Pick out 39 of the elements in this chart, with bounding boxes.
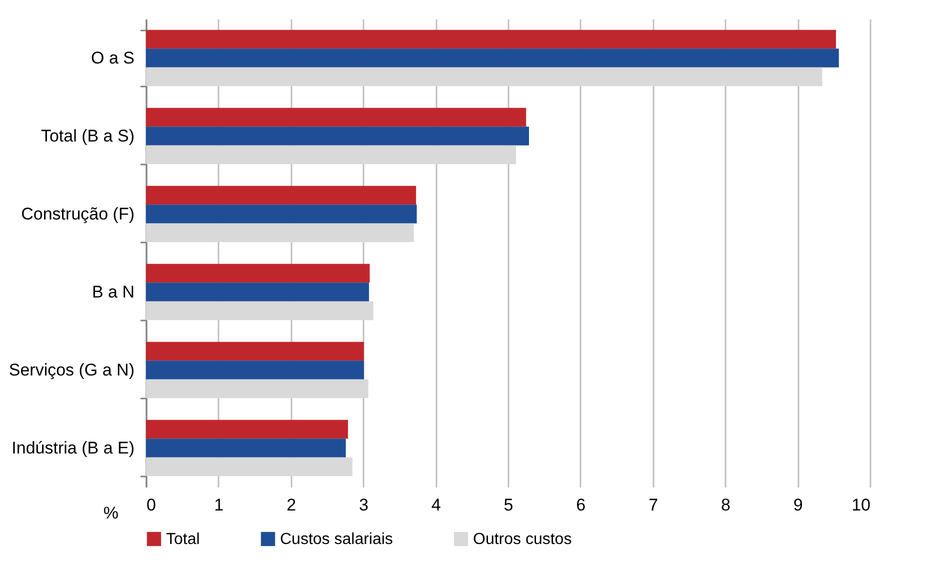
bar: [146, 457, 352, 476]
x-tick-label: 8: [720, 496, 730, 514]
bar: [146, 301, 374, 320]
bar: [146, 67, 822, 86]
x-axis-title: %: [103, 504, 118, 522]
x-tick-label: 7: [648, 496, 658, 514]
y-tick-label: O a S: [91, 48, 134, 68]
y-tick-label: Total (B a S): [40, 126, 134, 146]
bar: [146, 145, 516, 164]
bar: [146, 223, 414, 242]
x-tick-label: 5: [504, 496, 514, 514]
bar: [146, 264, 370, 283]
x-tick-label: 3: [358, 496, 368, 514]
y-tick-label: Serviços (G a N): [8, 360, 134, 380]
legend-label: Total: [166, 531, 200, 548]
x-tick-label: 0: [146, 496, 156, 514]
y-tick-label: Construção (F): [21, 204, 134, 224]
bar: [146, 379, 368, 398]
legend-label: Custos salariais: [280, 531, 393, 548]
bar: [146, 108, 526, 127]
bar: [146, 204, 417, 224]
bar: [146, 438, 346, 458]
x-tick-label: 9: [793, 496, 803, 514]
y-tick-label: B a N: [92, 282, 134, 302]
bar: [146, 282, 369, 302]
bar: [146, 186, 416, 205]
bar: [146, 342, 364, 361]
bar: [146, 420, 348, 439]
bar: [146, 360, 364, 380]
x-tick-label: 2: [286, 496, 296, 514]
x-tick-label: 1: [214, 496, 224, 514]
bar: [146, 126, 529, 146]
x-tick-label: 10: [852, 496, 870, 514]
x-tick-label: 6: [576, 496, 586, 514]
x-tick-label: 4: [431, 496, 441, 514]
y-tick-label: Indústria (B a E): [12, 438, 134, 458]
bar: [146, 30, 836, 49]
bar: [146, 48, 839, 68]
legend-label: Outros custos: [473, 531, 572, 548]
